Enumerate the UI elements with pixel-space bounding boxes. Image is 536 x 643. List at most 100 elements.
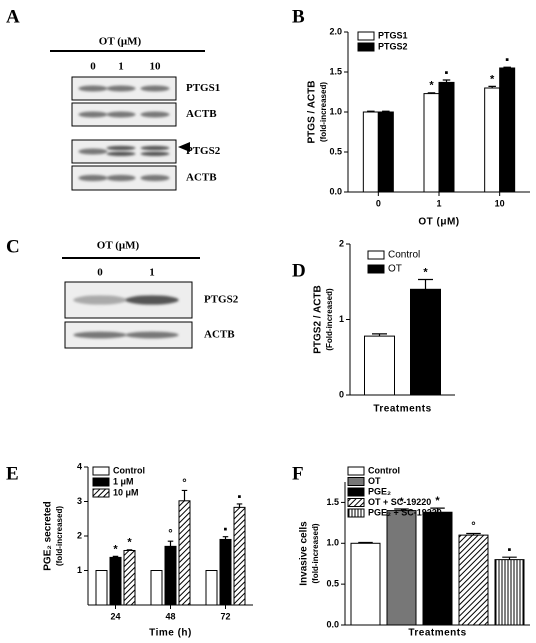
blot-band [78,111,108,118]
x-tick-label: 0 [376,198,381,208]
x-tick-label: 24 [110,611,120,621]
y-axis-label: PTGS / ACTB [307,81,318,144]
legend-label: Control [368,465,400,475]
error-bar [382,110,390,112]
row-label: ACTB [186,172,217,184]
significance-mark: ▪ [505,54,509,66]
blot-band [106,151,136,156]
blot-band [73,331,127,339]
legend-label: 1 μM [113,476,134,486]
y-axis-label: (fold-increased) [311,523,320,583]
y-tick-label: 0 [339,389,344,399]
legend-swatch [92,466,110,476]
lane-label: 1 [118,61,124,73]
legend-swatch [367,264,385,274]
legend-label: PTGS2 [378,41,408,51]
blot-band [140,85,170,92]
band-arrow [178,142,190,152]
bar [377,111,394,193]
bar [123,549,136,606]
error-bar [488,85,496,88]
panel-letter: E [6,463,19,484]
bar [164,545,177,606]
legend-label: Control [113,465,145,475]
legend-label: OT [388,264,402,275]
blot-band [78,85,108,92]
significance-mark: ▪ [508,544,512,556]
legend-swatch [347,477,365,486]
bar [484,87,501,193]
legend-label: 10 μM [113,487,139,497]
x-tick-label: 10 [495,198,505,208]
error-bar [126,549,133,551]
significance-mark: ° [182,477,186,489]
legend-swatch [347,498,365,507]
blot-header: OT (μM) [97,240,140,252]
blot-band [140,145,170,151]
error-bar [167,540,174,547]
significance-mark: * [429,80,434,92]
bar [150,570,163,606]
row-label: PTGS1 [186,82,220,94]
error-bar [358,541,373,544]
y-axis-label: (fold-increased) [55,506,64,566]
legend-swatch [367,250,385,260]
bar [362,111,379,193]
panel-letter: F [292,463,304,484]
y-axis-label: PGE₂ secreted [43,501,54,570]
y-axis-label: (fold-increased) [319,82,328,142]
blot-header: OT (μM) [99,36,142,48]
significance-mark: ▪ [224,524,228,536]
bar [205,570,218,606]
blot-band [125,331,179,339]
significance-mark: * [490,73,495,85]
blot-band [106,174,136,182]
y-axis-label: Invasive cells [299,521,310,586]
bar [109,556,122,606]
significance-mark: * [113,543,118,555]
y-tick-label: 3 [77,496,82,506]
bar [438,81,455,193]
error-bar [503,66,511,68]
bar [499,67,516,193]
y-tick-label: 0.5 [329,146,342,156]
x-axis-label: Time (h) [149,628,192,639]
significance-mark: * [127,537,132,549]
significance-mark: * [399,496,404,508]
legend-label: OT [368,476,381,486]
bar [458,534,489,626]
significance-mark: * [423,266,428,278]
row-label: ACTB [186,108,217,120]
panel-letter: B [292,6,305,27]
legend-label: PGE₂ + SC-19220 [368,507,442,517]
x-tick-label: 1 [436,198,441,208]
error-bar [418,278,433,290]
error-bar [372,333,387,337]
blot-band [140,111,170,118]
bar [219,538,232,606]
error-bar [430,507,445,513]
legend-swatch [92,488,110,498]
legend-swatch [92,477,110,487]
lane-label: 10 [150,61,162,73]
blot-band [106,85,136,92]
lane-label: 0 [97,267,103,279]
bar [423,93,440,193]
bar [364,335,395,396]
significance-mark: ▪ [238,491,242,503]
legend-label: PGE₂ [368,486,391,496]
blot-band [140,151,170,156]
y-tick-label: 1 [339,314,344,324]
blot-strip [71,139,177,164]
bar [494,559,525,626]
legend-swatch [347,487,365,497]
error-bar [112,555,119,558]
error-bar [236,503,243,508]
y-tick-label: 2 [339,238,344,248]
error-bar [502,556,517,560]
blot-band [73,295,127,305]
blot-band [78,148,108,155]
x-axis-label: Treatments [408,628,466,639]
